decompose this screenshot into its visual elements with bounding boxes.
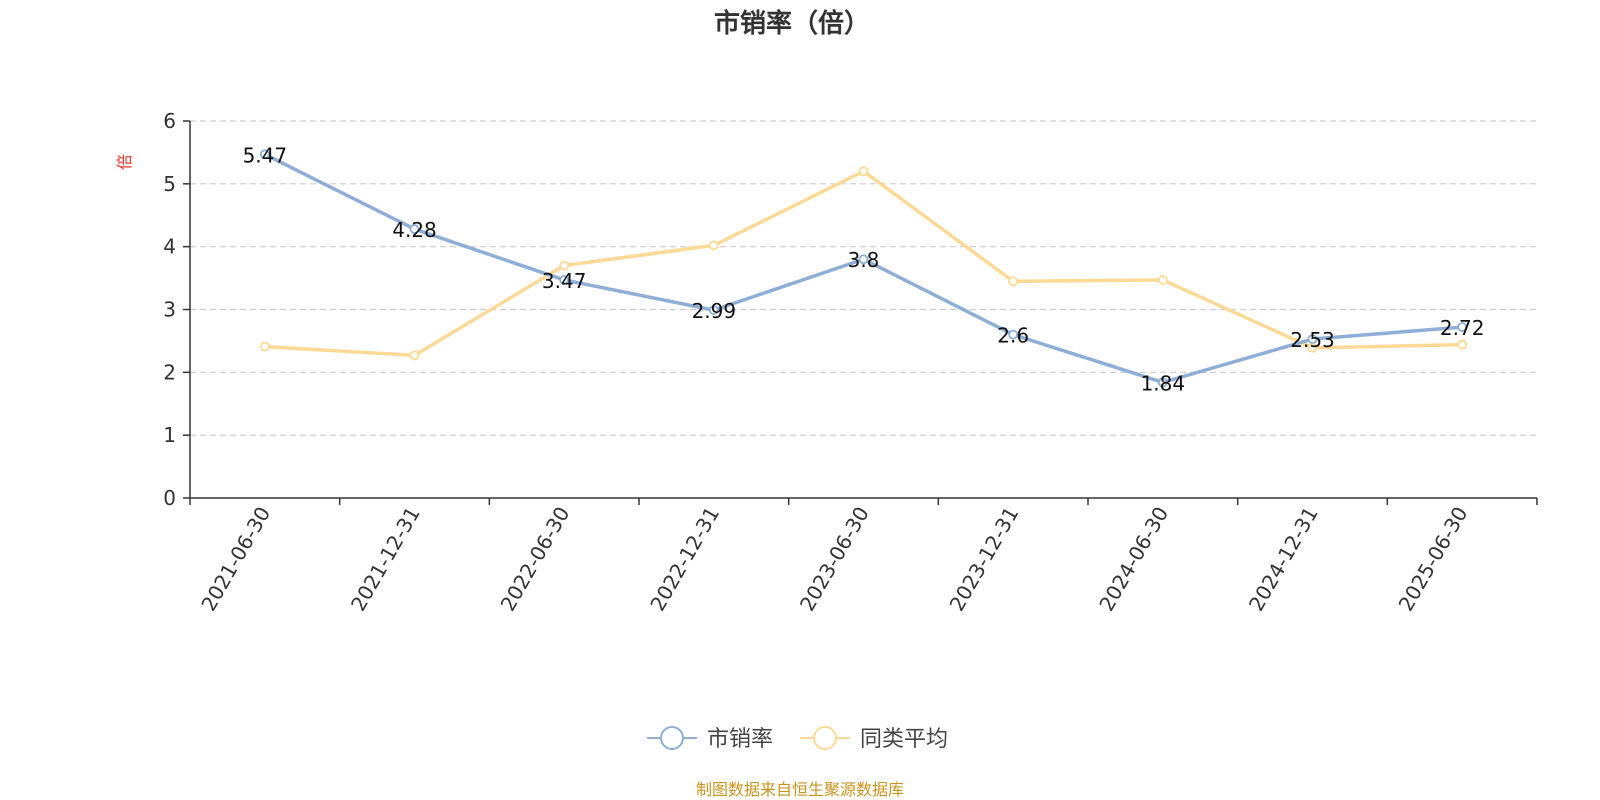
chart-title: 市销率（倍） xyxy=(714,8,870,39)
data-point xyxy=(708,240,719,251)
data-point xyxy=(259,149,270,160)
data-point xyxy=(1157,377,1168,388)
x-tick-label: 2024-06-30 xyxy=(1094,503,1173,616)
y-tick-label: 6 xyxy=(163,109,176,133)
y-tick-label: 3 xyxy=(163,298,176,322)
data-label: 4.28 xyxy=(392,218,437,242)
y-tick-label: 2 xyxy=(163,360,176,384)
y-tick-label: 1 xyxy=(163,423,176,447)
data-label: 1.84 xyxy=(1141,371,1186,395)
data-point xyxy=(1307,334,1318,344)
y-axis-unit: 倍 xyxy=(115,154,134,170)
legend-marker xyxy=(660,726,684,750)
x-tick-label: 2024-12-31 xyxy=(1244,503,1323,616)
data-point xyxy=(1008,329,1019,340)
x-tick-label: 2022-06-30 xyxy=(496,503,575,616)
data-point xyxy=(858,254,869,265)
x-tick-labels: 2021-06-30 2021-12-31 2022-06-30 2022-12-31… xyxy=(196,503,1472,616)
data-labels: 5.47 4.28 3.47 2.99 3.8 2.6 1.84 2.53 2.72 xyxy=(243,143,1485,395)
y-tick-label: 0 xyxy=(163,486,176,510)
x-tick-label: 2021-06-30 xyxy=(196,503,275,616)
y-tick-labels: 0 1 2 3 4 5 6 xyxy=(163,109,176,510)
data-label: 5.47 xyxy=(243,143,288,167)
data-point xyxy=(708,305,719,316)
x-tick-label: 2022-12-31 xyxy=(645,503,724,616)
series-group xyxy=(259,149,1468,388)
legend: 市销率 同类平均 xyxy=(647,726,948,752)
data-point xyxy=(1157,275,1168,285)
y-tick-label: 4 xyxy=(163,235,176,259)
legend-label: 市销率 xyxy=(707,727,773,752)
data-point xyxy=(409,224,420,234)
data-label: 2.6 xyxy=(997,324,1029,348)
source-note: 制图数据来自恒生聚源数据库 xyxy=(696,780,904,799)
x-tick-label: 2023-06-30 xyxy=(795,503,874,616)
legend-label: 同类平均 xyxy=(860,727,948,752)
y-tick-label: 5 xyxy=(163,172,176,196)
axes xyxy=(189,121,1538,505)
data-point xyxy=(559,275,570,285)
data-label: 3.8 xyxy=(848,248,880,272)
x-tick-label: 2025-06-30 xyxy=(1394,503,1473,616)
x-tick-label: 2023-12-31 xyxy=(945,503,1024,616)
x-tick-label: 2021-12-31 xyxy=(346,503,425,616)
data-point xyxy=(559,260,570,271)
data-point xyxy=(1457,322,1468,332)
data-point xyxy=(259,341,270,352)
data-label: 3.47 xyxy=(542,269,587,293)
data-label: 2.72 xyxy=(1440,316,1485,340)
data-point xyxy=(409,350,420,361)
data-label: 2.53 xyxy=(1290,328,1335,352)
data-point xyxy=(858,166,869,177)
data-point xyxy=(1008,276,1019,287)
legend-marker xyxy=(813,726,837,750)
grid-lines xyxy=(183,120,1537,499)
data-point xyxy=(1457,339,1468,350)
data-label: 2.99 xyxy=(692,299,737,323)
